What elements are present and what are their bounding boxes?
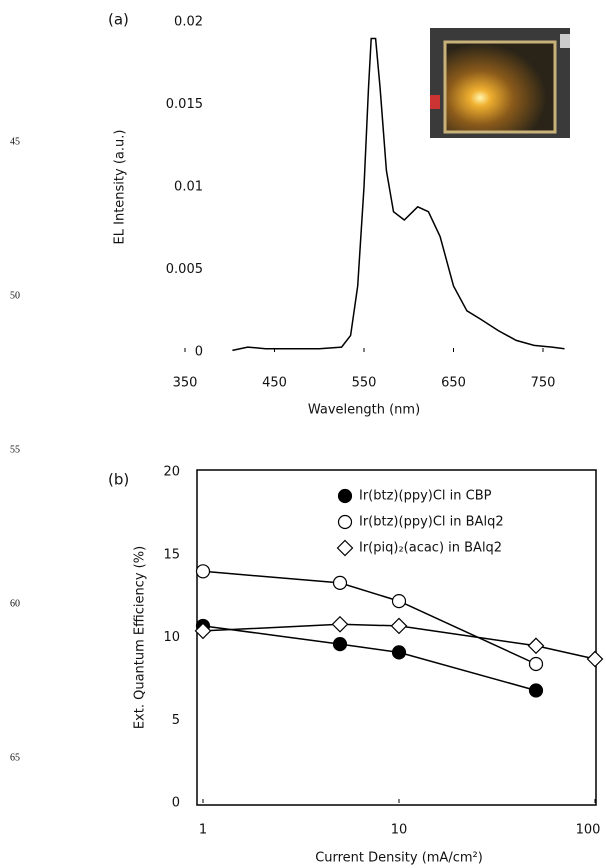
plot-frame	[196, 469, 597, 806]
y-tick-label: 0.015	[166, 97, 203, 112]
line-number: 45	[10, 136, 20, 147]
data-line	[202, 570, 537, 665]
legend-marker	[337, 488, 353, 504]
legend-label: Ir(btz)(ppy)Cl in BAlq2	[359, 515, 504, 530]
x-tick-label: 1	[199, 823, 207, 838]
y-tick-label: 0.02	[174, 15, 203, 30]
x-tick-label: 550	[352, 376, 377, 391]
line-number: 65	[10, 752, 20, 763]
legend-marker	[337, 514, 353, 530]
marker	[195, 564, 211, 579]
marker	[390, 617, 408, 635]
x-tick-label: 650	[441, 376, 466, 391]
marker	[332, 575, 348, 590]
x-tick-label: 10	[391, 823, 408, 838]
marker	[586, 650, 604, 668]
y-tick-label: 10	[163, 630, 180, 645]
y-axis-label: Ext. Quantum Efficiency (%)	[133, 546, 148, 729]
marker	[527, 637, 545, 655]
legend-marker	[336, 539, 354, 557]
marker	[332, 637, 348, 652]
marker	[528, 683, 544, 698]
y-axis-label: EL Intensity (a.u.)	[113, 130, 128, 245]
line-number: 50	[10, 290, 20, 301]
x-tick-label: 450	[262, 376, 287, 391]
line-number: 55	[10, 444, 20, 455]
y-tick-label: 0	[195, 345, 203, 360]
y-tick-label: 0.005	[166, 262, 203, 277]
marker	[528, 656, 544, 672]
marker	[391, 593, 407, 609]
data-line	[232, 37, 565, 352]
y-tick-label: 0	[172, 796, 180, 811]
marker	[331, 615, 349, 633]
legend-label: Ir(piq)₂(acac) in BAlq2	[359, 541, 502, 556]
panel-label: (b)	[108, 471, 129, 489]
legend-label: Ir(btz)(ppy)Cl in CBP	[359, 489, 492, 504]
x-tick-label: 350	[173, 376, 198, 391]
panel-label: (a)	[108, 11, 129, 29]
y-tick-label: 0.01	[174, 180, 203, 195]
x-axis-label: Wavelength (nm)	[308, 403, 420, 418]
x-axis-label: Current Density (mA/cm²)	[315, 851, 483, 866]
y-tick-label: 5	[172, 713, 180, 728]
x-tick-label: 100	[576, 823, 601, 838]
marker	[391, 645, 407, 660]
y-tick-label: 20	[163, 465, 180, 480]
inset-photo	[430, 28, 570, 138]
data-line	[202, 625, 537, 692]
x-tick-label: 750	[531, 376, 556, 391]
y-tick-label: 15	[163, 547, 180, 562]
marker	[194, 622, 212, 640]
line-number: 60	[10, 598, 20, 609]
